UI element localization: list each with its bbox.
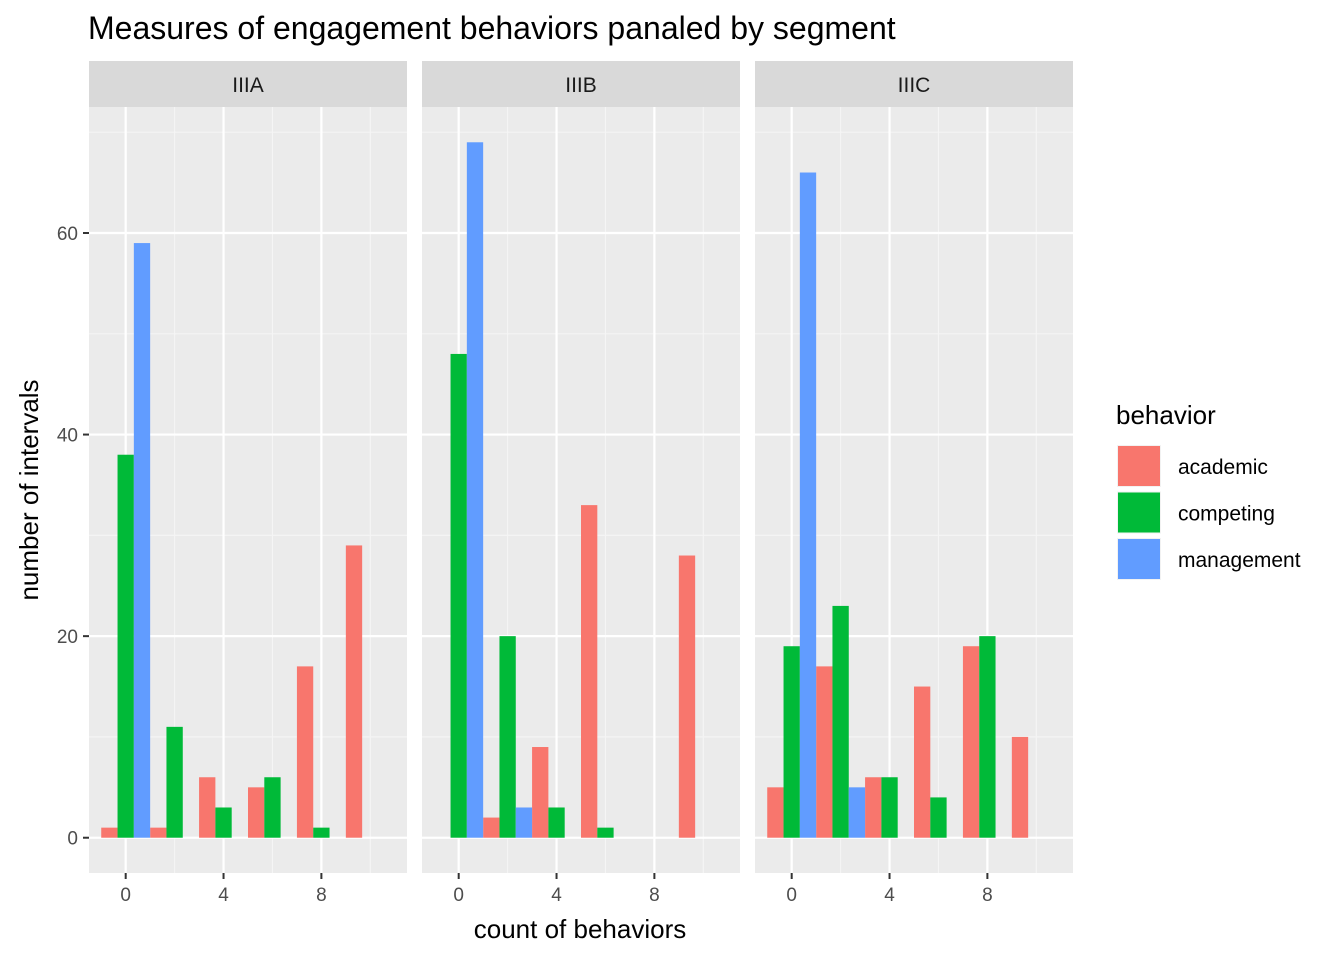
x-tick-label: 8 bbox=[982, 885, 993, 906]
bar-academic-bin-2 bbox=[483, 817, 500, 838]
bar-competing-bin-6 bbox=[930, 797, 947, 838]
bar-academic-bin-6 bbox=[914, 686, 931, 838]
panel-strip bbox=[422, 61, 740, 107]
legend-title: behavior bbox=[1116, 400, 1216, 430]
bar-competing-bin-0 bbox=[450, 353, 467, 838]
legend-swatch-management bbox=[1118, 539, 1160, 579]
x-axis-title: count of behaviors bbox=[474, 914, 686, 944]
bar-management-bin-0 bbox=[133, 243, 151, 838]
bar-academic-bin-10 bbox=[1011, 736, 1029, 838]
bar-academic-bin-6 bbox=[581, 505, 598, 838]
bar-competing-bin-0 bbox=[783, 646, 800, 838]
bar-academic-bin-4 bbox=[199, 777, 216, 838]
y-axis-title: number of intervals bbox=[14, 379, 44, 600]
y-tick-label: 40 bbox=[57, 426, 78, 447]
panel-iiic: IIIC 0 4 8 bbox=[755, 61, 1073, 906]
x-tick-label: 0 bbox=[120, 885, 131, 906]
bar-academic-bin-0 bbox=[767, 787, 784, 838]
x-tick-label: 8 bbox=[316, 885, 327, 906]
legend-swatch-academic bbox=[1118, 446, 1160, 486]
panel-strip bbox=[89, 61, 407, 107]
bar-competing-bin-4 bbox=[215, 807, 232, 838]
bar-management-bin-0 bbox=[799, 172, 817, 838]
x-tick-label: 0 bbox=[786, 885, 797, 906]
legend: behavior academic competing management bbox=[1116, 400, 1301, 580]
bar-academic-bin-2 bbox=[816, 666, 833, 838]
legend-label-management: management bbox=[1178, 549, 1301, 572]
bar-academic-bin-0 bbox=[101, 827, 118, 838]
bar-academic-bin-2 bbox=[150, 827, 167, 838]
bar-academic-bin-6 bbox=[248, 787, 265, 838]
panel-strip bbox=[755, 61, 1073, 107]
bar-competing-bin-8 bbox=[979, 636, 996, 838]
x-tick-label: 0 bbox=[453, 885, 464, 906]
panel-strip-label: IIIC bbox=[898, 74, 931, 97]
bar-management-bin-2 bbox=[848, 787, 866, 838]
bar-competing-bin-0 bbox=[117, 454, 134, 838]
bar-competing-bin-2 bbox=[166, 726, 183, 838]
bar-competing-bin-4 bbox=[881, 777, 898, 838]
bar-academic-bin-8 bbox=[962, 646, 980, 838]
chart-title: Measures of engagement behaviors panaled… bbox=[88, 10, 896, 46]
x-tick-label: 8 bbox=[649, 885, 660, 906]
panel-iiib: IIIB 0 4 8 bbox=[422, 61, 740, 906]
bar-competing-bin-6 bbox=[597, 827, 614, 838]
bar-academic-bin-4 bbox=[865, 777, 882, 838]
panels: IIIA 0 4 8 IIIB 0 4 8 IIIC 0 4 8 bbox=[89, 61, 1073, 906]
bar-competing-bin-2 bbox=[832, 605, 849, 838]
bar-management-bin-2 bbox=[515, 807, 533, 838]
bar-academic-bin-8 bbox=[296, 666, 314, 838]
legend-swatch-competing bbox=[1118, 492, 1160, 533]
legend-label-academic: academic bbox=[1178, 456, 1268, 479]
bar-academic-bin-10 bbox=[678, 555, 696, 838]
panel-strip-label: IIIB bbox=[565, 74, 597, 97]
y-tick-label: 60 bbox=[57, 224, 78, 245]
bar-academic-bin-4 bbox=[532, 747, 549, 838]
bar-management-bin-0 bbox=[466, 142, 484, 838]
y-tick-label: 20 bbox=[57, 627, 78, 648]
bar-competing-bin-8 bbox=[313, 827, 330, 838]
bar-academic-bin-10 bbox=[345, 545, 363, 838]
y-tick-label: 0 bbox=[67, 829, 78, 850]
x-tick-label: 4 bbox=[884, 885, 895, 906]
bar-competing-bin-2 bbox=[499, 636, 516, 838]
legend-label-competing: competing bbox=[1178, 503, 1275, 526]
x-tick-label: 4 bbox=[218, 885, 229, 906]
y-axis: 0 20 40 60 bbox=[57, 224, 89, 850]
panel-iiia: IIIA 0 4 8 bbox=[89, 61, 407, 906]
x-tick-label: 4 bbox=[551, 885, 562, 906]
panel-strip-label: IIIA bbox=[232, 74, 264, 97]
bar-competing-bin-4 bbox=[548, 807, 565, 838]
bar-competing-bin-6 bbox=[264, 777, 281, 838]
